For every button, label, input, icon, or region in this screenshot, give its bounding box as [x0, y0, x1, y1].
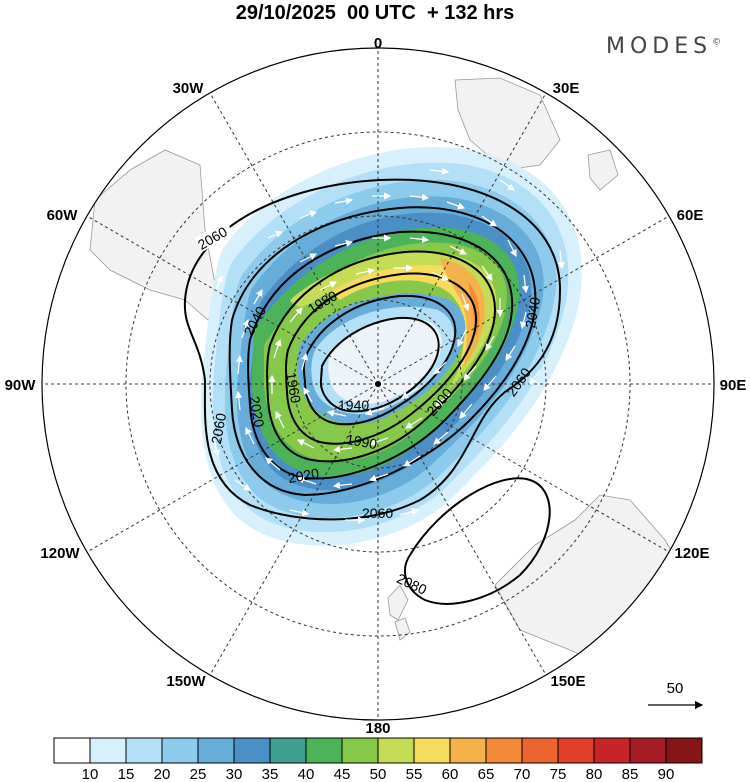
colorbar-tick-label: 45	[334, 766, 351, 782]
colorbar-tick-label: 40	[298, 766, 315, 782]
australia-land	[494, 494, 701, 681]
colorbar-swatch	[557, 737, 595, 764]
colorbar-tick-label: 30	[226, 766, 243, 782]
colorbar-swatch	[197, 737, 235, 764]
contour-1940	[319, 316, 440, 413]
africa-land	[454, 77, 561, 171]
contour-label: 2060	[208, 412, 229, 446]
colorbar-swatch	[233, 737, 271, 764]
colorbar-tick-label: 75	[550, 766, 567, 782]
colorbar-swatch	[269, 737, 307, 764]
reference-vector: 50	[648, 680, 704, 710]
lon-label-150e: 150E	[550, 673, 585, 690]
colorbar-swatch	[161, 737, 199, 764]
colorbar-tick-label: 85	[622, 766, 639, 782]
colorbar-swatch	[53, 737, 91, 764]
lon-label-60w: 60W	[47, 207, 79, 224]
contour-2040	[228, 206, 537, 497]
contour-label: 1960	[283, 371, 304, 405]
graticule	[42, 48, 714, 720]
colorbar-tick-label: 80	[586, 766, 603, 782]
colorbar-tick-label: 60	[442, 766, 459, 782]
colorbar-swatch	[485, 737, 523, 764]
colorbar-tick-label: 65	[478, 766, 495, 782]
contour-1960	[302, 294, 457, 426]
colorbar-swatch	[377, 737, 415, 764]
lon-label-90e: 90E	[720, 377, 747, 394]
madagascar-land	[587, 149, 619, 191]
colorbar-tick-label: 15	[118, 766, 135, 782]
south-america-land	[89, 149, 219, 321]
contour-2000	[266, 250, 497, 463]
colorbar-tick-label: 35	[262, 766, 279, 782]
colorbar-swatch	[341, 737, 379, 764]
colorbar-swatch	[593, 737, 631, 764]
colorbar-tick-label: 55	[406, 766, 423, 782]
colorbar-swatch	[413, 737, 451, 764]
colorbar-swatch	[305, 737, 343, 764]
south-pole-marker	[375, 381, 381, 387]
contour-1980	[285, 272, 478, 445]
new-zealand-land	[387, 584, 411, 641]
lon-label-0: 0	[374, 35, 382, 52]
colorbar-tick-label: 70	[514, 766, 531, 782]
lon-label-150w: 150W	[166, 673, 206, 690]
contour-2020	[247, 230, 514, 480]
colorbar: 10 15 20 25 30 35 40 45 50 55 60 65 70 75 80 85 90	[53, 737, 703, 782]
longitude-labels: 0 30E 60E 90E 120E 150E 180 150W 120W 90…	[5, 35, 747, 737]
colorbar-tick-label: 25	[190, 766, 207, 782]
map-interior: 2060 2040 1980 1960 1940 2000 2020 1990 …	[42, 48, 714, 720]
lon-label-120e: 120E	[674, 545, 709, 562]
contour-label: 2040	[522, 296, 543, 330]
colorbar-tick-label: 90	[658, 766, 675, 782]
contour-2060-outer	[183, 178, 562, 521]
colorbar-swatch	[125, 737, 163, 764]
colorbar-swatch	[89, 737, 127, 764]
colorbar-tick-label: 20	[154, 766, 171, 782]
colorbar-tick-label: 10	[82, 766, 99, 782]
modes-logo: MODES©	[606, 34, 721, 59]
lon-label-30e: 30E	[553, 80, 580, 97]
copyright-mark: ©	[712, 37, 722, 48]
lon-label-90w: 90W	[5, 377, 37, 394]
map-boundary	[41, 47, 715, 721]
colorbar-tick-label: 50	[370, 766, 387, 782]
contour-label: 1940	[338, 397, 369, 413]
brand-text: MODES	[606, 34, 713, 59]
colorbar-swatch	[665, 737, 703, 764]
lon-label-180: 180	[365, 720, 390, 737]
contour-label: 2060	[362, 505, 393, 521]
wind-vectors	[213, 167, 565, 524]
colorbar-swatch	[629, 737, 667, 764]
colorbar-swatch	[521, 737, 559, 764]
contour-label: 1990	[345, 431, 379, 452]
height-contours	[183, 178, 562, 605]
contour-2080	[404, 477, 551, 605]
lon-label-30w: 30W	[173, 80, 205, 97]
colorbar-swatch	[449, 737, 487, 764]
contour-label: 2020	[246, 395, 267, 429]
lon-label-120w: 120W	[40, 545, 80, 562]
lon-label-60e: 60E	[677, 207, 704, 224]
map-title: 29/10/2025 00 UTC + 132 hrs	[235, 2, 515, 24]
reference-vector-label: 50	[667, 680, 684, 697]
contour-label: 2020	[287, 465, 321, 486]
